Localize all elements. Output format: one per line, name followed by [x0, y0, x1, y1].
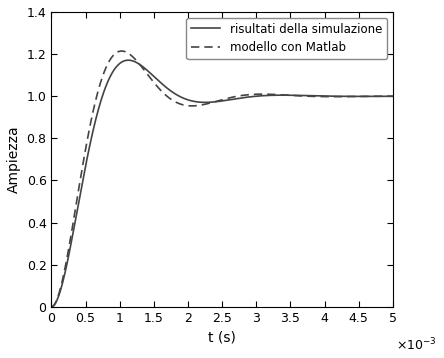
- risultati della simulazione: [180, 96, 185, 100]
- Line: risultati della simulazione: risultati della simulazione: [52, 60, 393, 307]
- Text: $\times10^{-3}$: $\times10^{-3}$: [396, 337, 437, 353]
- modello con Matlab: [87, 122, 93, 126]
- modello con Matlab: [390, 94, 396, 98]
- Legend: risultati della simulazione, modello con Matlab: risultati della simulazione, modello con…: [186, 18, 387, 59]
- modello con Matlab: [108, 57, 113, 61]
- modello con Matlab: [119, 49, 124, 53]
- Y-axis label: Ampiezza: Ampiezza: [7, 126, 21, 193]
- risultati della simulazione: [194, 100, 200, 104]
- risultati della simulazione: [87, 141, 93, 145]
- Line: modello con Matlab: modello con Matlab: [52, 51, 393, 307]
- risultati della simulazione: [126, 58, 131, 62]
- X-axis label: t (s): t (s): [208, 330, 236, 344]
- modello con Matlab: [180, 102, 185, 107]
- modello con Matlab: [49, 305, 54, 309]
- modello con Matlab: [194, 103, 200, 108]
- risultati della simulazione: [49, 305, 54, 309]
- modello con Matlab: [347, 95, 352, 99]
- modello con Matlab: [384, 94, 389, 98]
- risultati della simulazione: [347, 94, 352, 98]
- risultati della simulazione: [108, 74, 113, 78]
- risultati della simulazione: [384, 94, 389, 98]
- risultati della simulazione: [390, 94, 396, 98]
